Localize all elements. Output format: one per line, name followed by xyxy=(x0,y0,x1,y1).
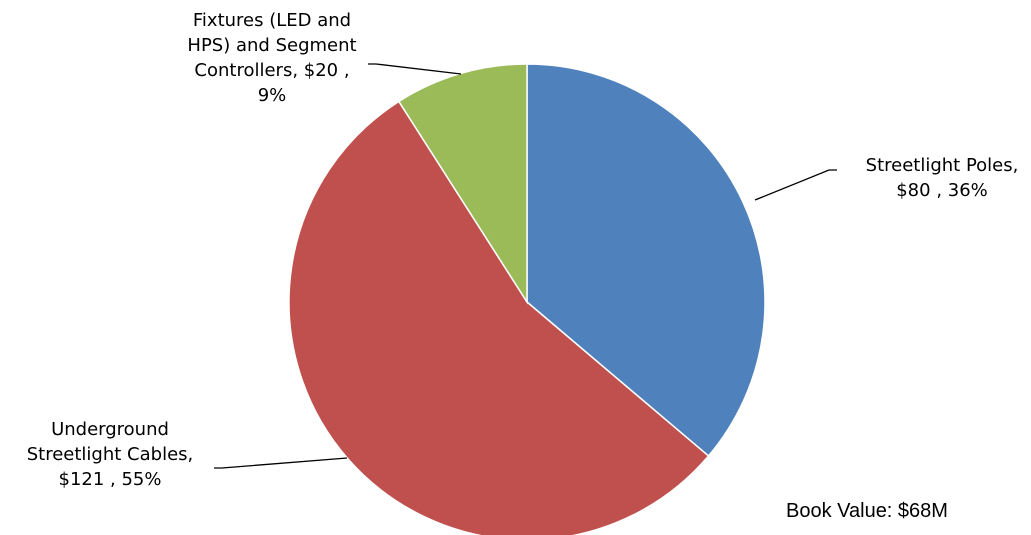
slice-label-1: Streetlight Poles, $80 , 36% xyxy=(866,155,1019,201)
slice-label-3: Fixtures (LED and HPS) and Segment Control… xyxy=(187,10,356,106)
slice-label-1-line-1: Streetlight Poles, xyxy=(866,155,1019,176)
slice-label-3-line-4: 9% xyxy=(258,85,287,106)
slice-label-1-line-2: $80 , 36% xyxy=(896,180,988,201)
leader-line-3 xyxy=(368,63,462,75)
pie-slice-1 xyxy=(526,63,766,458)
slice-label-3-line-1: Fixtures (LED and xyxy=(193,10,351,31)
book-value-note: Book Value: $68M xyxy=(786,500,948,522)
slice-label-2: Underground Streetlight Cables, $121 , 55% xyxy=(27,419,194,490)
slice-label-2-line-2: Streetlight Cables, xyxy=(27,444,194,465)
slice-label-2-line-1: Underground xyxy=(51,419,169,440)
leader-line-1 xyxy=(754,169,837,201)
slice-label-3-line-3: Controllers, $20 , xyxy=(194,60,349,81)
pie-slices xyxy=(288,63,766,535)
pie-slice-2 xyxy=(288,100,710,535)
leader-line-2 xyxy=(214,457,348,469)
slice-label-2-line-3: $121 , 55% xyxy=(59,469,162,490)
slice-label-3-line-2: HPS) and Segment xyxy=(187,35,356,56)
slice-labels: Streetlight Poles, $80 , 36% Underground St… xyxy=(27,10,1019,490)
leader-lines xyxy=(214,63,837,469)
